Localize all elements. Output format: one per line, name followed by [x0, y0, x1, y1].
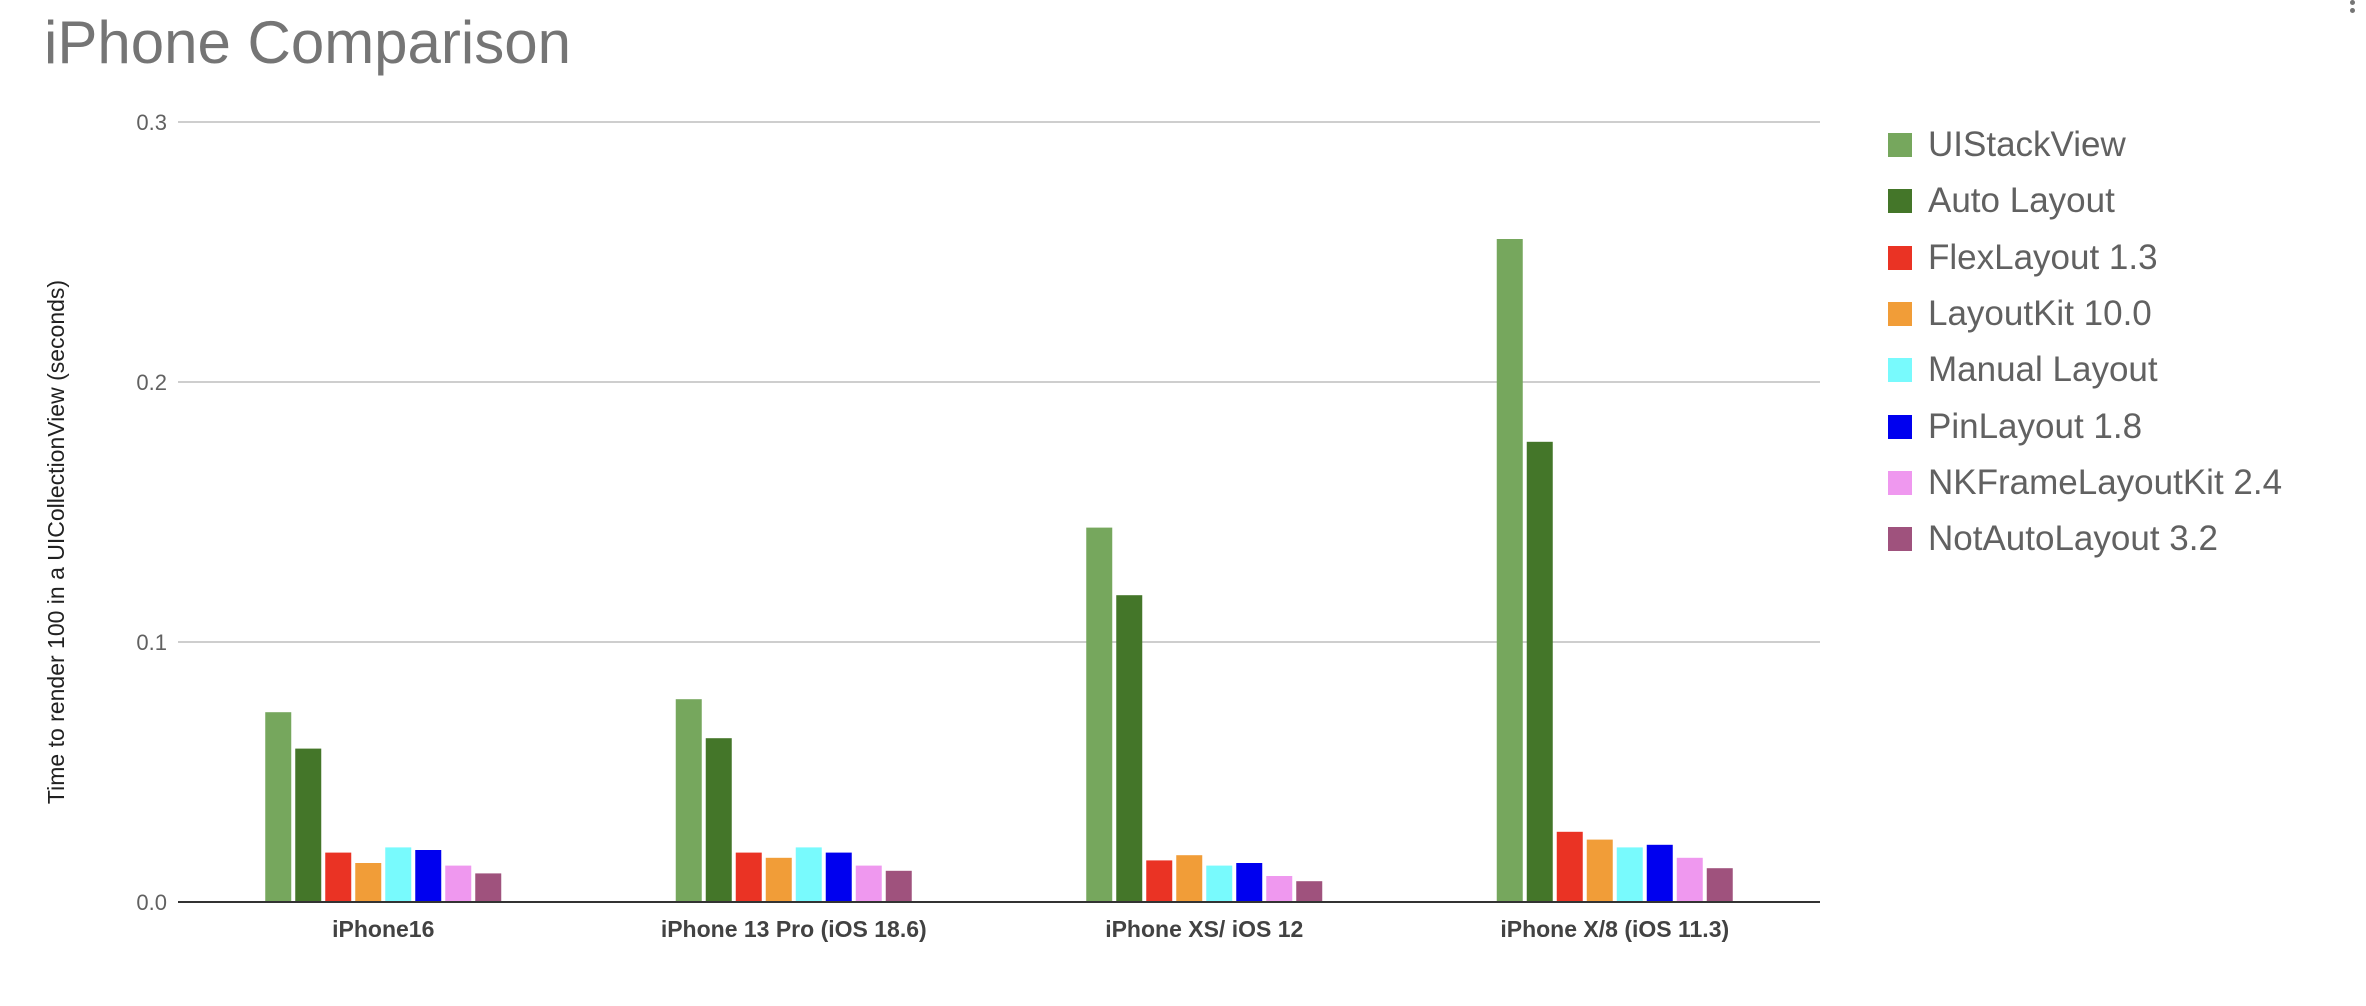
legend-item: NotAutoLayout 3.2: [1888, 511, 2282, 567]
legend-item: FlexLayout 1.3: [1888, 230, 2282, 286]
chart-title: iPhone Comparison: [44, 9, 571, 76]
bar-auto-layout-3: [1526, 441, 1553, 902]
legend-item: PinLayout 1.8: [1888, 398, 2282, 454]
legend-item: Manual Layout: [1888, 342, 2282, 398]
x-axis-categories: iPhone16 iPhone 13 Pro (iOS 18.6) iPhone X…: [332, 916, 1729, 942]
bar-layoutkit-10-0-2: [1176, 855, 1203, 902]
legend-item: LayoutKit 10.0: [1888, 286, 2282, 342]
legend-label: Auto Layout: [1928, 181, 2115, 221]
bar-pinlayout-1-8-0: [415, 850, 442, 902]
bar-manual-layout-1: [795, 847, 822, 902]
x-category-label: iPhone X/8 (iOS 11.3): [1500, 916, 1729, 942]
bar-pinlayout-1-8-2: [1236, 863, 1263, 902]
legend-swatch: [1888, 245, 1912, 270]
bar-uistackview-0: [265, 712, 292, 902]
bar-auto-layout-1: [705, 738, 732, 902]
legend-swatch: [1888, 133, 1912, 158]
legend-swatch: [1888, 527, 1912, 552]
legend-swatch: [1888, 470, 1912, 495]
legend-label: Manual Layout: [1928, 350, 2158, 390]
legend: UIStackView Auto Layout FlexLayout 1.3 Layo…: [1888, 117, 2282, 567]
bar-layoutkit-10-0-3: [1586, 839, 1613, 902]
x-category-label: iPhone 13 Pro (iOS 18.6): [661, 916, 927, 942]
legend-item: Auto Layout: [1888, 173, 2282, 229]
legend-label: LayoutKit 10.0: [1928, 294, 2152, 334]
x-category-label: iPhone XS/ iOS 12: [1105, 916, 1303, 942]
bar-nkframelayoutkit-2-4-0: [445, 865, 472, 902]
bar-uistackview-3: [1496, 239, 1523, 902]
bar-chart: 0.0 0.1 0.2 0.3 iPhone16 iPhone 13 Pro (iOS …: [43, 110, 1820, 942]
legend-item: UIStackView: [1888, 117, 2282, 173]
legend-swatch: [1888, 414, 1912, 439]
bar-auto-layout-0: [295, 748, 322, 902]
legend-label: NotAutoLayout 3.2: [1928, 519, 2218, 559]
bar-auto-layout-2: [1116, 595, 1143, 902]
bar-notautolayout-3-2-2: [1296, 881, 1323, 902]
y-axis-ticks: 0.0 0.1 0.2 0.3: [136, 110, 167, 915]
bar-pinlayout-1-8-1: [825, 852, 852, 902]
x-category-label: iPhone16: [332, 916, 434, 942]
bar-uistackview-1: [675, 699, 702, 902]
bar-pinlayout-1-8-3: [1646, 844, 1673, 902]
bar-nkframelayoutkit-2-4-1: [855, 865, 882, 902]
bar-layoutkit-10-0-0: [355, 863, 382, 902]
more-options-icon[interactable]: [2350, 0, 2358, 20]
legend-label: NKFrameLayoutKit 2.4: [1928, 462, 2283, 502]
bar-notautolayout-3-2-3: [1706, 868, 1733, 902]
legend-swatch: [1888, 358, 1912, 383]
y-tick-label: 0.2: [136, 370, 167, 395]
legend-swatch: [1888, 189, 1912, 214]
gridlines: [178, 121, 1820, 643]
bar-flexlayout-1-3-1: [735, 852, 762, 902]
legend-label: PinLayout 1.8: [1928, 406, 2143, 446]
y-tick-label: 0.3: [136, 110, 167, 135]
y-axis-label: Time to render 100 in a UICollectionView…: [43, 280, 69, 804]
bar-nkframelayoutkit-2-4-2: [1266, 876, 1293, 902]
y-tick-label: 0.0: [136, 890, 167, 915]
legend-label: FlexLayout 1.3: [1928, 237, 2158, 277]
legend-item: NKFrameLayoutKit 2.4: [1888, 455, 2282, 511]
bar-nkframelayoutkit-2-4-3: [1676, 857, 1703, 902]
y-tick-label: 0.1: [136, 630, 167, 655]
bar-notautolayout-3-2-1: [885, 870, 912, 902]
bar-notautolayout-3-2-0: [475, 873, 502, 902]
legend-swatch: [1888, 302, 1912, 327]
bar-manual-layout-3: [1616, 847, 1643, 902]
bar-flexlayout-1-3-2: [1146, 860, 1173, 902]
bar-manual-layout-2: [1206, 865, 1233, 902]
bars: [265, 239, 1733, 902]
bar-uistackview-2: [1086, 527, 1113, 902]
legend-label: UIStackView: [1928, 125, 2126, 165]
bar-flexlayout-1-3-0: [325, 852, 352, 902]
bar-layoutkit-10-0-1: [765, 857, 792, 902]
bar-flexlayout-1-3-3: [1556, 831, 1583, 902]
bar-manual-layout-0: [385, 847, 412, 902]
